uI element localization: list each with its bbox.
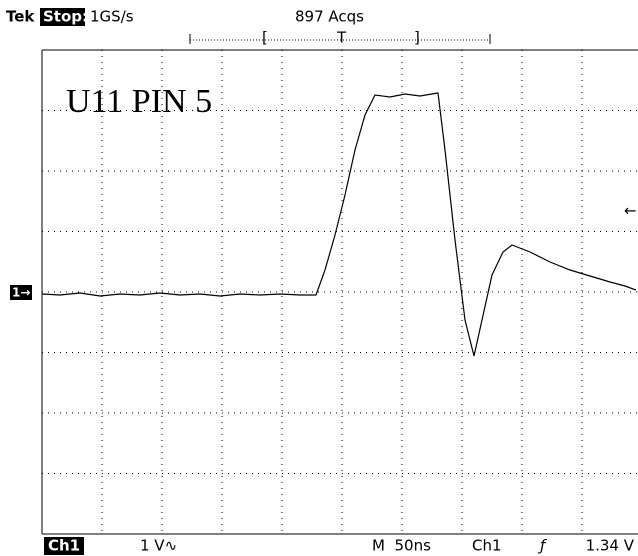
trigger-left: [ bbox=[262, 29, 268, 47]
footer-timebase: M 50ns bbox=[372, 537, 431, 555]
graticule bbox=[41, 49, 638, 535]
state: Stop: bbox=[43, 8, 88, 26]
footer-channel: Ch1 bbox=[48, 537, 80, 555]
waveform bbox=[41, 92, 637, 357]
acquisitions: 897 Acqs bbox=[295, 8, 364, 26]
channel-marker: 1→ bbox=[12, 286, 30, 300]
brand: Tek bbox=[6, 8, 35, 26]
footer-trigger-source: Ch1 bbox=[472, 537, 502, 555]
footer-scale: 1 V∿ bbox=[140, 537, 177, 555]
trace-label: U11 PIN 5 bbox=[66, 83, 212, 120]
footer-trigger-slope: ƒ bbox=[537, 537, 547, 555]
footer-trigger-level: 1.34 V bbox=[586, 537, 635, 555]
channel-box bbox=[44, 537, 84, 555]
trigger-center: T bbox=[336, 29, 347, 47]
sample-rate: 1GS/s bbox=[90, 8, 134, 26]
state-box bbox=[40, 8, 85, 26]
channel-marker-box bbox=[10, 285, 32, 300]
trigger-right: ] bbox=[414, 29, 420, 47]
trigger-level-marker: ← bbox=[624, 202, 637, 220]
